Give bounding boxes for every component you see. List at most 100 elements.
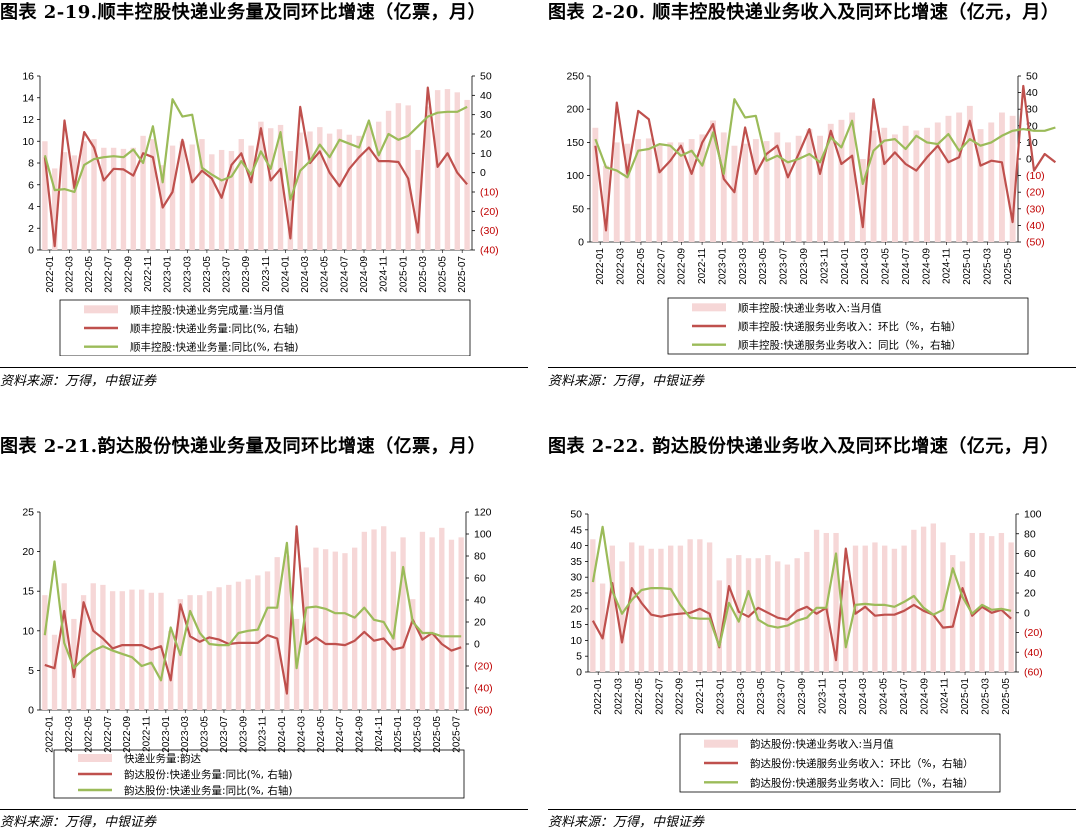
bar: [206, 591, 213, 710]
bar: [813, 529, 820, 672]
right-tick-label: 30: [480, 109, 492, 121]
source-note: 资料来源：万得，中银证券: [0, 374, 157, 389]
left-tick-label: 14: [22, 92, 34, 104]
bar: [998, 532, 1005, 672]
x-tick-label: 2024-07: [899, 678, 910, 715]
bar: [245, 579, 251, 710]
left-tick-label: 10: [22, 136, 34, 148]
left-tick-label: 16: [22, 71, 34, 83]
x-tick-label: 2023-11: [258, 716, 269, 752]
bar: [100, 584, 106, 710]
left-tick-label: 10: [570, 635, 582, 647]
bar: [849, 112, 856, 242]
yoy-series-line: [594, 98, 1056, 186]
x-tick-label: 2022-05: [84, 256, 95, 293]
x-tick-label: 2024-09: [919, 678, 930, 715]
bar: [148, 592, 155, 710]
left-tick-label: 0: [28, 705, 34, 717]
left-tick-label: 5: [576, 651, 582, 663]
right-tick-label: (10): [480, 187, 499, 199]
bar: [656, 143, 663, 242]
bar: [366, 124, 372, 250]
left-tick-label: 40: [570, 540, 582, 552]
x-tick-label: 2025-01: [962, 248, 973, 285]
bar: [795, 135, 802, 242]
x-tick-label: 2025-03: [982, 248, 993, 285]
bar: [385, 110, 392, 250]
bar: [429, 537, 435, 710]
x-tick-label: 2025-01: [393, 716, 404, 753]
bar: [833, 532, 839, 672]
bar: [158, 592, 164, 710]
x-tick-label: 2022-11: [695, 678, 706, 714]
right-tick-label: (30): [480, 225, 499, 237]
x-tick-label: 2025-07: [457, 256, 468, 293]
left-tick-label: 8: [28, 158, 34, 170]
source-note: 资料来源：万得，中银证券: [548, 374, 705, 389]
bar: [969, 532, 975, 672]
x-tick-label: 2022-09: [122, 716, 133, 753]
left-tick-label: 2: [28, 223, 34, 235]
chart-title: 图表 2-20. 顺丰控股快递业务收入及同环比增速（亿元，月）: [548, 2, 1060, 23]
bar: [439, 527, 445, 710]
bar: [313, 547, 319, 710]
bar: [226, 584, 232, 710]
yoy-series-line: [43, 541, 462, 682]
bar: [268, 128, 274, 250]
bar: [238, 139, 244, 250]
bar: [648, 548, 654, 672]
bar: [356, 135, 362, 250]
x-tick-label: 2024-01: [280, 256, 291, 293]
bar: [872, 542, 878, 672]
bar: [697, 539, 703, 672]
bar: [930, 523, 936, 672]
right-tick-label: 80: [1024, 528, 1036, 540]
chart-svg-2-19: 0 2 4 6 8 10 12 14 16 (40) (30) (20) (10) 0 10 20 30 40 50…: [22, 71, 499, 356]
bar: [277, 124, 284, 250]
x-tick-label: 2022-05: [634, 678, 645, 715]
right-tick-label: 60: [1024, 548, 1036, 560]
bar: [458, 537, 464, 710]
bar: [90, 583, 96, 710]
bar: [42, 595, 48, 710]
right-tick-label: 100: [1024, 509, 1042, 521]
bar: [752, 139, 759, 242]
x-tick-label: 2023-05: [756, 678, 767, 715]
right-tick-label: 10: [480, 148, 492, 160]
bar: [444, 89, 451, 250]
legend-label: 顺丰控股:快递业务量:同比(%, 右轴): [130, 341, 298, 354]
bar: [609, 545, 615, 672]
right-tick-label: 100: [474, 529, 492, 541]
bar: [678, 142, 684, 242]
bar: [913, 130, 920, 242]
bar: [119, 591, 125, 710]
bar: [706, 542, 713, 672]
mom-series-line: [591, 547, 1012, 662]
bar: [710, 120, 716, 242]
bar: [1008, 542, 1014, 672]
x-tick-label: 2023-03: [182, 256, 193, 293]
chart-2-19: 0 2 4 6 8 10 12 14 16 (40) (30) (20) (10) 0 10 20 30 40 50…: [0, 64, 530, 356]
bar: [101, 147, 107, 250]
right-tick-label: (30): [1026, 203, 1045, 215]
right-tick-label: 0: [1024, 607, 1030, 619]
legend-label: 韵达股份:快递业务量:同比(%, 右轴): [124, 784, 292, 797]
bar: [419, 531, 426, 710]
bar: [332, 551, 338, 710]
chart-svg-2-20: 0 50 100 150 200 250 (50) (40) (30) (20) (10) 0 10 20…: [566, 71, 1057, 355]
right-tick-label: (40): [474, 683, 493, 695]
bar: [742, 143, 749, 242]
bar: [52, 168, 58, 250]
legend-swatch-bar: [704, 739, 738, 748]
source-divider: [0, 367, 528, 368]
bar: [297, 132, 303, 250]
x-tick-label: 2023-09: [241, 256, 252, 293]
x-tick-label: 2022-07: [654, 678, 665, 715]
bar: [434, 90, 441, 250]
legend-swatch-bar: [692, 303, 726, 312]
x-tick-label: 2022-03: [64, 256, 75, 293]
bar: [150, 139, 156, 250]
bar: [61, 152, 68, 250]
bar: [218, 149, 225, 250]
left-tick-label: 15: [570, 619, 582, 631]
